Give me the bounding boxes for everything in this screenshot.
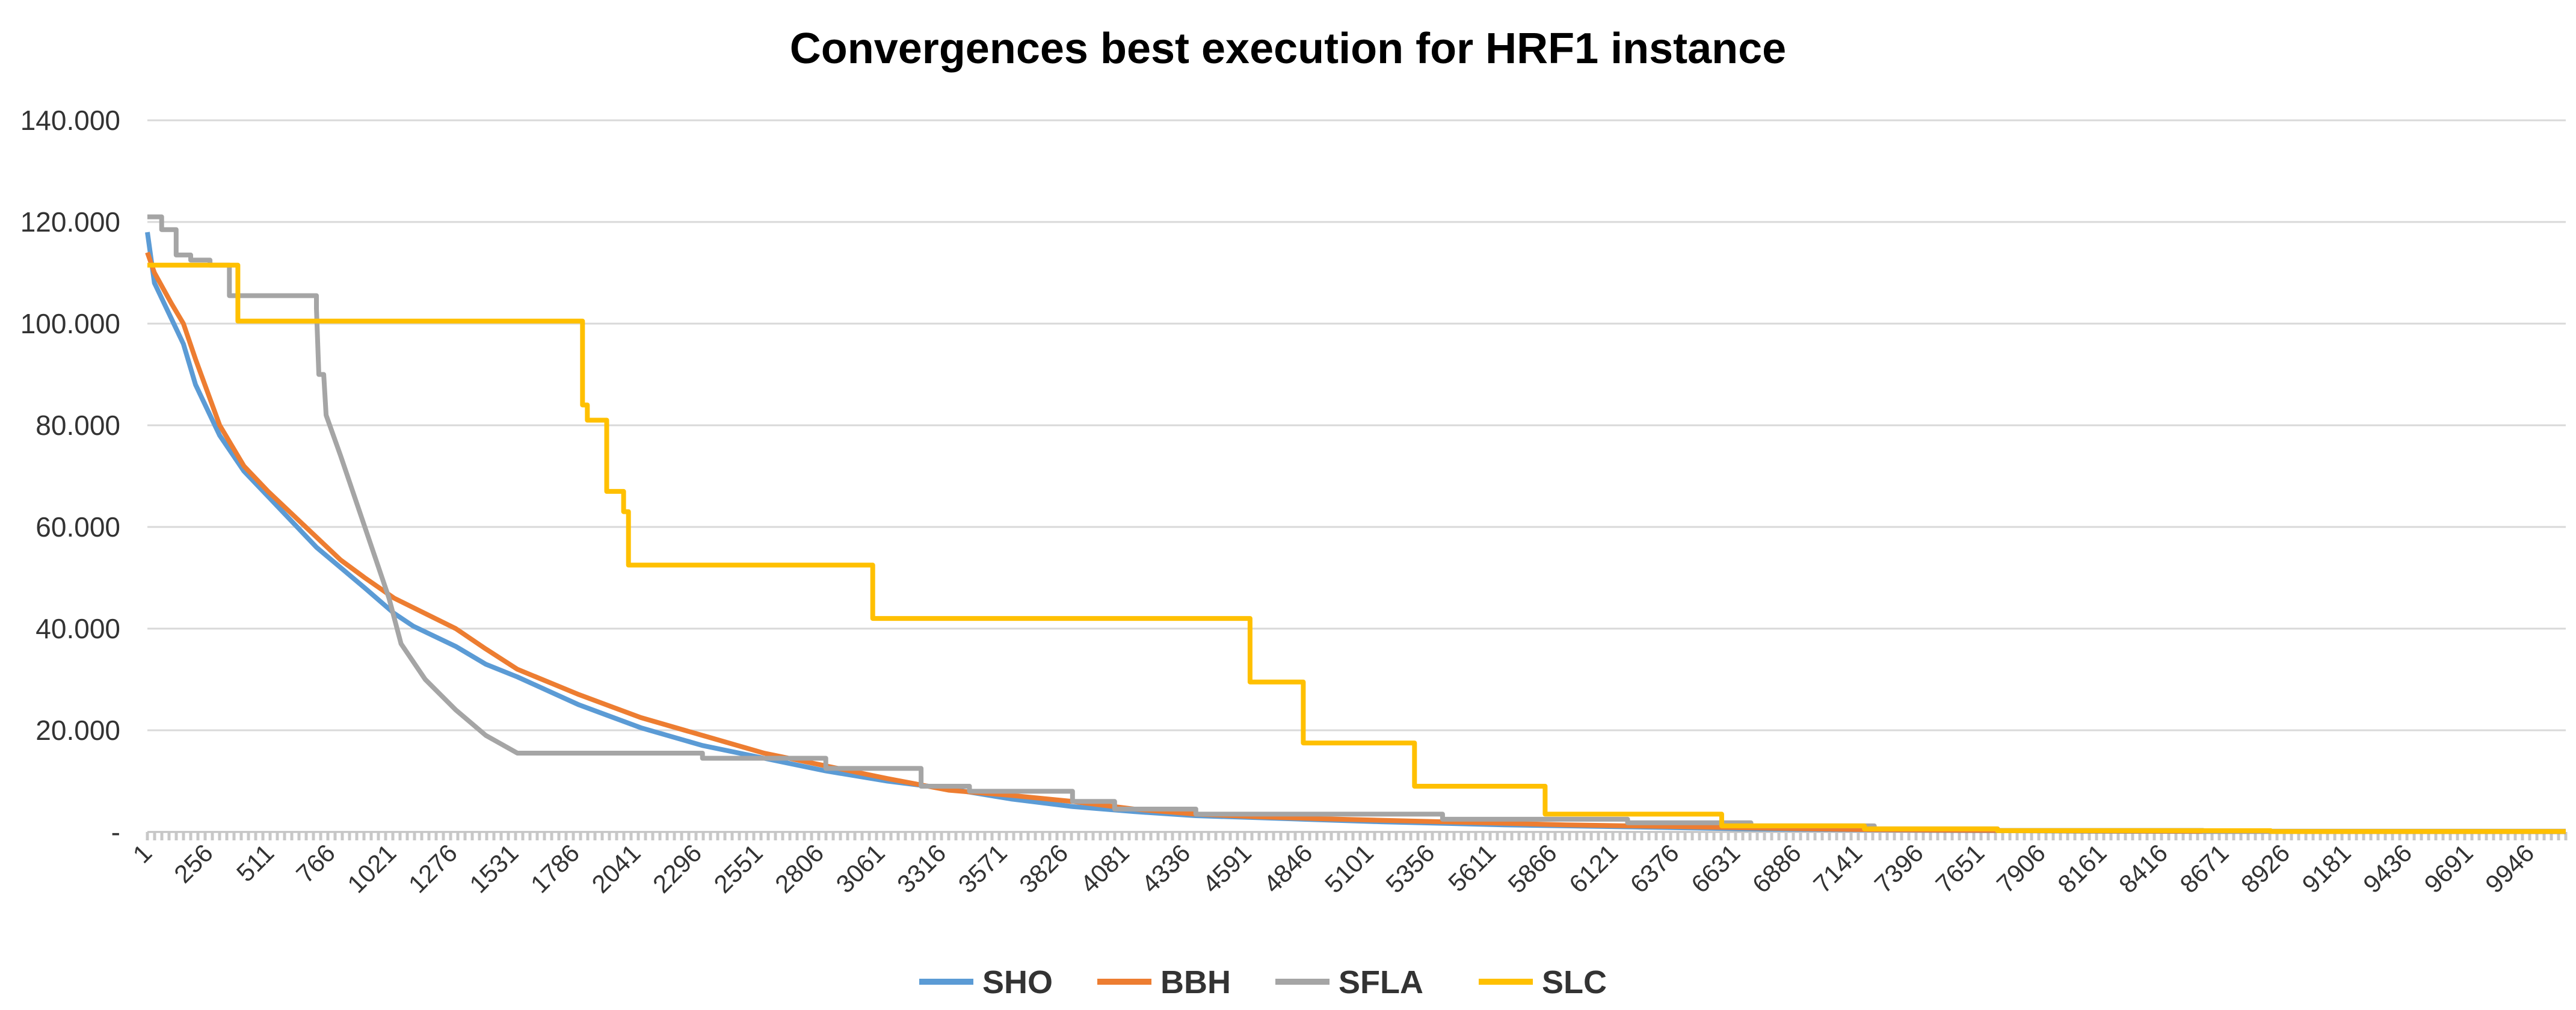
y-tick-label: 80.000 xyxy=(35,410,120,441)
series-line-bbh xyxy=(145,251,2566,834)
y-tick-label: 60.000 xyxy=(35,511,120,543)
legend-label-sfla: SFLA xyxy=(1339,964,1423,1000)
x-axis-ticks xyxy=(146,832,2568,840)
y-tick-label: - xyxy=(111,816,120,848)
y-tick-label: 100.000 xyxy=(20,308,120,339)
y-axis-tick-labels: - 20.000 40.000 60.000 80.000 100.000 120.000 1… xyxy=(20,105,120,848)
legend-label-sho: SHO xyxy=(982,964,1053,1000)
y-tick-label: 140.000 xyxy=(20,105,120,136)
legend: SHO BBH SFLA SLC xyxy=(919,964,1607,1000)
series-lines xyxy=(145,214,2566,834)
legend-label-bbh: BBH xyxy=(1160,964,1231,1000)
series-line-slc xyxy=(147,262,2566,834)
legend-label-slc: SLC xyxy=(1542,964,1607,1000)
y-tick-label: 40.000 xyxy=(35,613,120,644)
chart-title: Convergences best execution for HRF1 ins… xyxy=(790,25,1786,73)
y-tick-label: 20.000 xyxy=(35,715,120,746)
y-tick-label: 120.000 xyxy=(20,206,120,238)
